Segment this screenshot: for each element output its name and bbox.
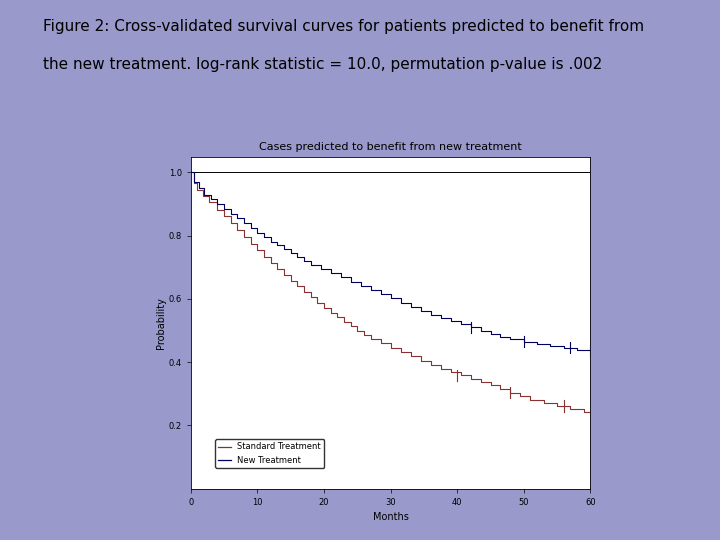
Standard Treatment	[260, 247, 269, 253]
New Treatment	[573, 345, 582, 351]
Standard Treatment	[353, 327, 361, 334]
New Treatment	[186, 169, 195, 176]
Standard Treatment	[266, 260, 275, 266]
Standard Treatment	[586, 411, 595, 417]
Text: Figure 2: Cross-validated survival curves for patients predicted to benefit from: Figure 2: Cross-validated survival curve…	[43, 19, 644, 34]
New Treatment	[586, 348, 595, 354]
Text: the new treatment. log-rank statistic = 10.0, permutation p-value is .002: the new treatment. log-rank statistic = …	[43, 57, 603, 72]
New Treatment	[220, 201, 228, 207]
Y-axis label: Probability: Probability	[156, 296, 166, 349]
Standard Treatment	[346, 319, 355, 325]
Standard Treatment	[279, 272, 288, 278]
Standard Treatment	[476, 375, 485, 382]
Line: Standard Treatment: Standard Treatment	[191, 172, 590, 414]
Title: Cases predicted to benefit from new treatment: Cases predicted to benefit from new trea…	[259, 141, 522, 152]
New Treatment	[573, 346, 582, 353]
New Treatment	[253, 225, 262, 231]
X-axis label: Months: Months	[373, 512, 408, 522]
Standard Treatment	[186, 169, 195, 176]
New Treatment	[260, 230, 269, 236]
New Treatment	[496, 334, 505, 340]
Line: New Treatment: New Treatment	[191, 172, 590, 351]
Legend: Standard Treatment, New Treatment: Standard Treatment, New Treatment	[215, 439, 325, 468]
